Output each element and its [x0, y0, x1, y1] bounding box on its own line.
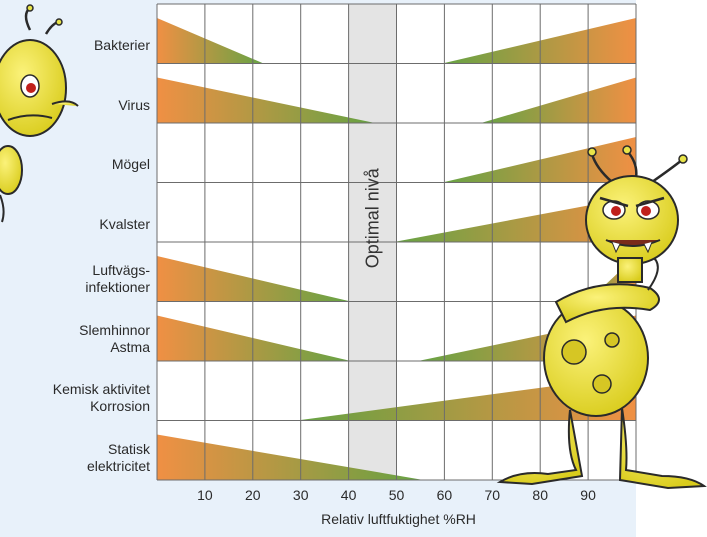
risk-wedge-row-0-seg-0	[157, 18, 263, 63]
row-label: Luftvägs- infektioner	[85, 262, 150, 295]
row-label: Slemhinnor Astma	[79, 321, 150, 355]
x-tick-label: 80	[532, 487, 548, 503]
x-axis-label: Relativ luftfuktighet %RH	[321, 511, 476, 527]
row-label: Mögel	[111, 156, 150, 172]
risk-wedge-row-1-seg-1	[482, 77, 636, 123]
x-tick-label: 70	[485, 487, 501, 503]
row-label: Virus	[118, 96, 150, 113]
x-tick-label: 90	[580, 487, 596, 503]
row-label: Kvalster	[99, 215, 150, 232]
monster-left-illustration	[0, 4, 79, 223]
risk-wedge-row-6-seg-0	[300, 375, 636, 420]
risk-wedge-row-7-seg-0	[157, 434, 421, 480]
x-tick-label: 50	[389, 487, 405, 503]
risk-wedge-row-1-seg-0	[157, 77, 373, 123]
x-tick-label: 10	[197, 487, 213, 503]
risk-wedge-row-3-seg-0	[396, 196, 636, 242]
row-label: Kemisk aktivitet Korrosion	[52, 381, 150, 414]
x-tick-label: 60	[437, 487, 453, 503]
x-tick-label: 20	[245, 487, 261, 503]
x-tick-label: 40	[341, 487, 357, 503]
row-label: Statisk elektricitet	[86, 440, 150, 474]
x-tick-label: 30	[293, 487, 309, 503]
row-label: Bakterier	[93, 37, 150, 53]
monster-right-illustration	[496, 145, 707, 490]
optimal-band-label: Optimal nivå	[363, 167, 383, 268]
